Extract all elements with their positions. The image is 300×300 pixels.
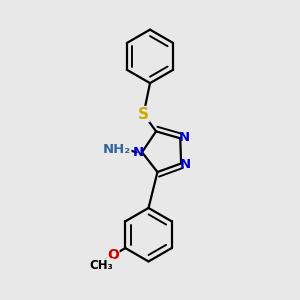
Text: S: S: [138, 106, 149, 122]
Text: NH₂: NH₂: [103, 143, 131, 156]
Text: N: N: [180, 158, 191, 170]
Text: N: N: [179, 131, 190, 144]
Text: N: N: [133, 146, 144, 159]
Text: O: O: [107, 248, 119, 262]
Text: CH₃: CH₃: [89, 259, 113, 272]
